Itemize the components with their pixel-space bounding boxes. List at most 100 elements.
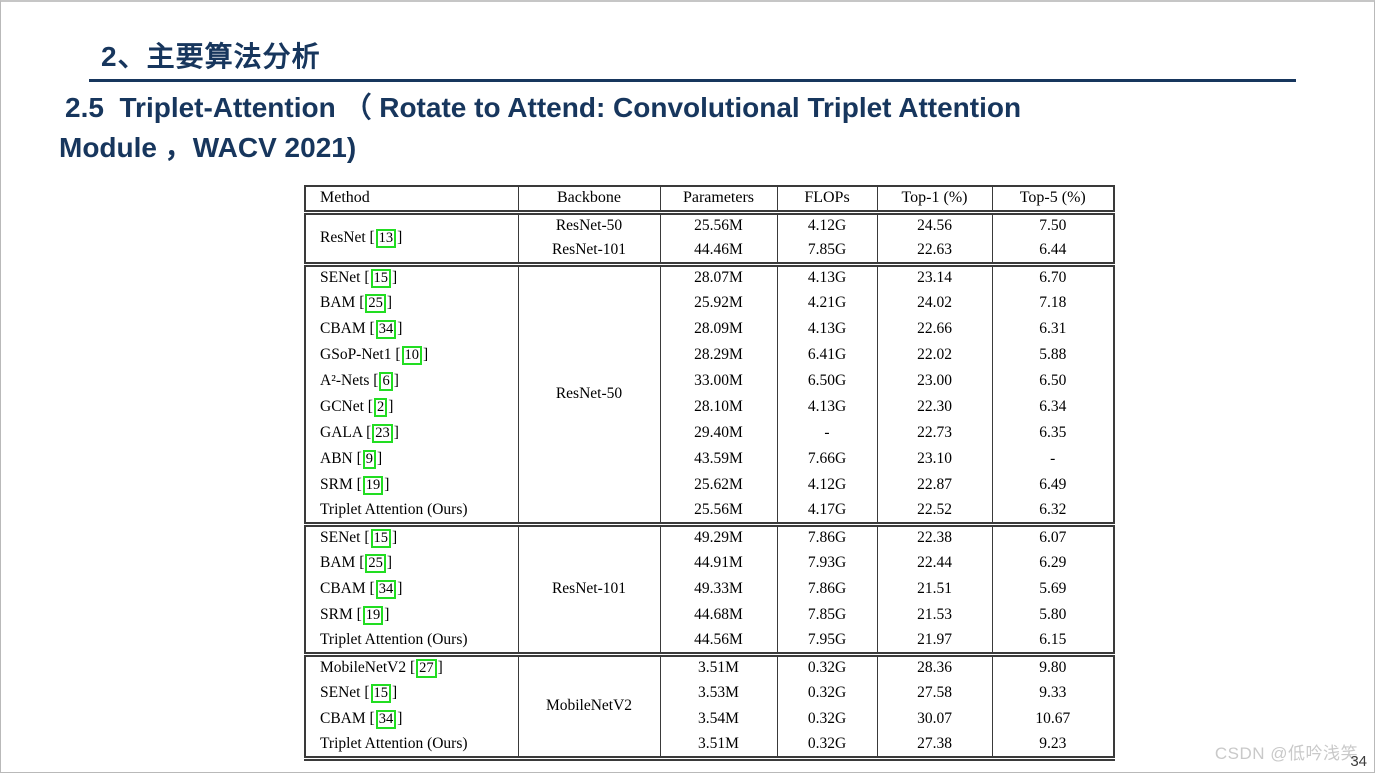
citation-box: 13 bbox=[375, 228, 397, 248]
method-cell: MobileNetV2 [27] bbox=[304, 654, 519, 680]
value-cell: 27.58 bbox=[876, 680, 993, 706]
method-cell: SRM [19] bbox=[304, 472, 519, 498]
value-cell: 6.50G bbox=[776, 368, 878, 394]
value-cell: 23.10 bbox=[876, 446, 993, 472]
citation-box: 23 bbox=[372, 423, 393, 443]
value-cell: 49.33M bbox=[659, 576, 778, 602]
value-cell: 3.54M bbox=[659, 706, 778, 732]
table-row: Triplet Attention (Ours) 3.51M 0.32G 27.38 9… bbox=[304, 732, 1115, 758]
value-cell: 44.46M bbox=[659, 238, 778, 264]
value-cell: 28.10M bbox=[659, 394, 778, 420]
method-cell: SENet [15] bbox=[304, 680, 519, 706]
table-group: ResNet [13] ResNet-50 25.56M 4.12G 24.56 7.50… bbox=[304, 212, 1115, 264]
value-cell: 6.07 bbox=[991, 524, 1115, 550]
value-cell: 9.23 bbox=[991, 732, 1115, 758]
method-cell: BAM [25] bbox=[304, 290, 519, 316]
value-cell: 4.21G bbox=[776, 290, 878, 316]
value-cell: 4.17G bbox=[776, 498, 878, 524]
value-cell: 7.18 bbox=[991, 290, 1115, 316]
column-header: Method bbox=[304, 186, 519, 212]
value-cell: 22.66 bbox=[876, 316, 993, 342]
value-cell: 22.38 bbox=[876, 524, 993, 550]
value-cell: 24.02 bbox=[876, 290, 993, 316]
value-cell: 6.35 bbox=[991, 420, 1115, 446]
value-cell: 6.31 bbox=[991, 316, 1115, 342]
page-number: 34 bbox=[1350, 753, 1367, 770]
value-cell: 4.13G bbox=[776, 264, 878, 290]
value-cell: 0.32G bbox=[776, 654, 878, 680]
table-row: GCNet [2] 28.10M 4.13G 22.30 6.34 bbox=[304, 394, 1115, 420]
subtitle-line-1: 2.5 Triplet-Attention （ Rotate to Attend… bbox=[65, 92, 1022, 123]
table-row: SRM [19] 44.68M 7.85G 21.53 5.80 bbox=[304, 602, 1115, 628]
citation-box: 15 bbox=[370, 528, 392, 548]
value-cell: 23.14 bbox=[876, 264, 993, 290]
value-cell: 7.85G bbox=[776, 238, 878, 264]
method-cell: SRM [19] bbox=[304, 602, 519, 628]
citation-box: 34 bbox=[375, 709, 397, 729]
table-row: BAM [25] 44.91M 7.93G 22.44 6.29 bbox=[304, 550, 1115, 576]
value-cell: - bbox=[776, 420, 878, 446]
method-cell: GSoP-Net1 [10] bbox=[304, 342, 519, 368]
column-header: FLOPs bbox=[776, 186, 878, 212]
value-cell: 28.29M bbox=[659, 342, 778, 368]
citation-box: 27 bbox=[416, 658, 437, 678]
citation-box: 9 bbox=[362, 449, 377, 469]
value-cell: 22.87 bbox=[876, 472, 993, 498]
value-cell: 6.32 bbox=[991, 498, 1115, 524]
value-cell: 22.30 bbox=[876, 394, 993, 420]
method-cell: SENet [15] bbox=[304, 524, 519, 550]
value-cell: 22.63 bbox=[876, 238, 993, 264]
value-cell: 6.29 bbox=[991, 550, 1115, 576]
value-cell: 25.62M bbox=[659, 472, 778, 498]
citation-box: 34 bbox=[375, 579, 397, 599]
value-cell: 24.56 bbox=[876, 212, 993, 238]
value-cell: 44.91M bbox=[659, 550, 778, 576]
table-row: SENet [15] ResNet-101 49.29M 7.86G 22.38 6.07 bbox=[304, 524, 1115, 654]
value-cell: 7.86G bbox=[776, 576, 878, 602]
value-cell: 6.41G bbox=[776, 342, 878, 368]
table-row: Triplet Attention (Ours) 25.56M 4.17G 22.52… bbox=[304, 498, 1115, 524]
value-cell: 22.73 bbox=[876, 420, 993, 446]
value-cell: 0.32G bbox=[776, 706, 878, 732]
value-cell: 9.33 bbox=[991, 680, 1115, 706]
value-cell: 23.00 bbox=[876, 368, 993, 394]
title-underline bbox=[89, 79, 1296, 82]
table-header: Method Backbone Parameters FLOPs Top-1 (%) To… bbox=[304, 186, 1115, 212]
value-cell: - bbox=[991, 446, 1115, 472]
value-cell: 25.56M bbox=[659, 498, 778, 524]
citation-box: 10 bbox=[401, 345, 423, 365]
method-cell: GCNet [2] bbox=[304, 394, 519, 420]
value-cell: 49.29M bbox=[659, 524, 778, 550]
method-cell: Triplet Attention (Ours) bbox=[304, 732, 519, 758]
table-row: SENet [15] 3.53M 0.32G 27.58 9.33 bbox=[304, 680, 1115, 706]
value-cell: 25.56M bbox=[659, 212, 778, 238]
value-cell: 25.92M bbox=[659, 290, 778, 316]
value-cell: 22.02 bbox=[876, 342, 993, 368]
value-cell: 44.56M bbox=[659, 628, 778, 654]
backbone-cell: ResNet-50 bbox=[517, 264, 661, 524]
method-cell: CBAM [34] bbox=[304, 576, 519, 602]
table-row: ResNet-101 44.46M 7.85G 22.63 6.44 bbox=[305, 238, 1115, 264]
table-row: SRM [19] 25.62M 4.12G 22.87 6.49 bbox=[304, 472, 1115, 498]
method-cell: BAM [25] bbox=[304, 550, 519, 576]
value-cell: 9.80 bbox=[991, 654, 1115, 680]
value-cell: 7.66G bbox=[776, 446, 878, 472]
citation-box: 34 bbox=[375, 319, 397, 339]
value-cell: 27.38 bbox=[876, 732, 993, 758]
header-row: Method Backbone Parameters FLOPs Top-1 (%) To… bbox=[304, 186, 1115, 212]
value-cell: 7.86G bbox=[776, 524, 878, 550]
method-cell: ABN [9] bbox=[304, 446, 519, 472]
value-cell: 29.40M bbox=[659, 420, 778, 446]
value-cell: 4.13G bbox=[776, 394, 878, 420]
subtitle-line-2: Module ，WACV 2021) bbox=[59, 132, 357, 163]
method-cell: GALA [23] bbox=[304, 420, 519, 446]
method-cell: CBAM [34] bbox=[304, 316, 519, 342]
table-row: GSoP-Net1 [10] 28.29M 6.41G 22.02 5.88 bbox=[304, 342, 1115, 368]
table-row: CBAM [34] 49.33M 7.86G 21.51 5.69 bbox=[304, 576, 1115, 602]
method-cell: A²-Nets [6] bbox=[304, 368, 519, 394]
value-cell: 21.53 bbox=[876, 602, 993, 628]
citation-box: 25 bbox=[365, 293, 386, 313]
citation-box: 19 bbox=[362, 475, 384, 495]
value-cell: 28.36 bbox=[876, 654, 993, 680]
column-header: Top-5 (%) bbox=[991, 186, 1115, 212]
